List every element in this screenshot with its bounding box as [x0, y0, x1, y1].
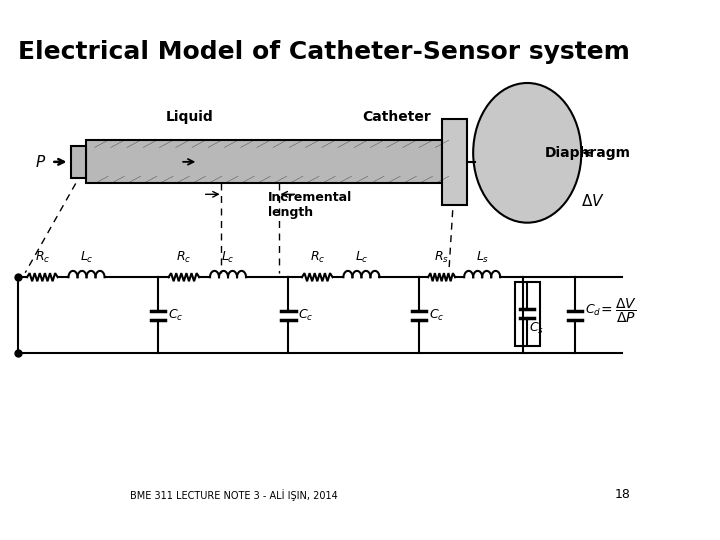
Text: $L_c$: $L_c$ — [354, 251, 368, 266]
Text: Electrical Model of Catheter-Sensor system: Electrical Model of Catheter-Sensor syst… — [18, 40, 630, 64]
Text: $R_s$: $R_s$ — [434, 251, 449, 266]
Text: $R_c$: $R_c$ — [35, 251, 50, 266]
Ellipse shape — [473, 83, 581, 222]
Text: $L_s$: $L_s$ — [475, 251, 489, 266]
Text: $C_s$: $C_s$ — [529, 321, 544, 336]
Polygon shape — [86, 140, 441, 184]
Text: $R_c$: $R_c$ — [310, 251, 325, 266]
Text: $L_c$: $L_c$ — [221, 251, 235, 266]
Text: $P$: $P$ — [35, 154, 46, 170]
Polygon shape — [441, 119, 467, 205]
Text: $C_c$: $C_c$ — [168, 307, 183, 322]
Text: BME 311 LECTURE NOTE 3 - ALİ IŞIN, 2014: BME 311 LECTURE NOTE 3 - ALİ IŞIN, 2014 — [130, 489, 338, 501]
Polygon shape — [71, 146, 86, 178]
Text: $\Delta V$: $\Delta V$ — [581, 193, 605, 210]
Text: $R_c$: $R_c$ — [176, 251, 192, 266]
Text: $C_d$: $C_d$ — [585, 303, 601, 318]
Text: Catheter: Catheter — [362, 110, 431, 124]
Text: $C_c$: $C_c$ — [298, 307, 314, 322]
Text: $C_c$: $C_c$ — [429, 307, 444, 322]
Text: Liquid: Liquid — [166, 110, 213, 124]
Text: Diaphragm: Diaphragm — [545, 146, 631, 160]
Text: $L_c$: $L_c$ — [80, 251, 94, 266]
Text: 18: 18 — [615, 488, 631, 501]
Text: Incremental
length: Incremental length — [268, 191, 352, 219]
Text: $= \dfrac{\Delta V}{\Delta P}$: $= \dfrac{\Delta V}{\Delta P}$ — [598, 296, 637, 325]
